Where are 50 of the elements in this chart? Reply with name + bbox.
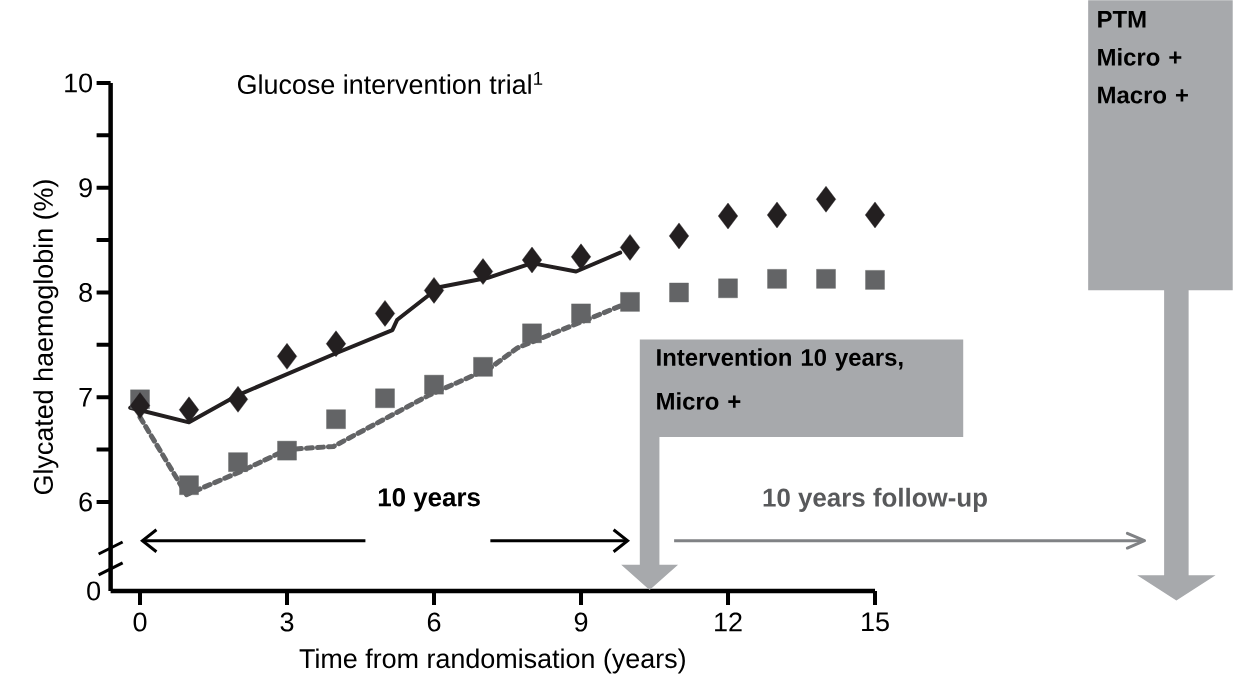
- point: [767, 201, 787, 229]
- point: [522, 246, 542, 274]
- y-tick-label: 10: [65, 73, 93, 93]
- point: [326, 330, 346, 357]
- point: [473, 258, 493, 285]
- point: [277, 440, 297, 461]
- x-tick-label: 12: [715, 612, 742, 632]
- point: [669, 282, 689, 303]
- point: [228, 452, 248, 472]
- x-axis-title: Time from randomisation (years): [299, 648, 685, 674]
- chart-title: Glucose intervention trial$^{1}$: [237, 71, 543, 95]
- point: [522, 323, 542, 344]
- point: [865, 270, 885, 290]
- y-tick-label: 7: [79, 387, 92, 407]
- y-tick-label: 8: [79, 282, 92, 302]
- y-tick-label: 6: [79, 492, 92, 512]
- annotation: 10 years follow-up: [763, 487, 987, 512]
- x-tick-label: 0: [133, 612, 147, 632]
- point: [424, 374, 444, 395]
- point: [620, 234, 640, 261]
- point: [424, 277, 444, 304]
- point: [179, 475, 199, 495]
- point: [718, 278, 738, 298]
- y-tick-label: 9: [79, 178, 92, 198]
- point: [767, 269, 787, 289]
- point: [375, 388, 395, 408]
- point: [179, 396, 199, 423]
- annotation: Intervention 10 years, Micro +: [657, 348, 903, 410]
- point: [718, 202, 738, 230]
- text: 0: [87, 581, 101, 601]
- x-tick-label: 15: [862, 612, 889, 632]
- point: [816, 269, 836, 289]
- point: [473, 357, 493, 377]
- point: [816, 186, 836, 213]
- point: [571, 303, 591, 324]
- point: [865, 201, 885, 229]
- text: PTM Micro + Macro +: [1098, 11, 1188, 104]
- point: [620, 292, 640, 312]
- point: [130, 392, 150, 419]
- x-tick-label: 3: [280, 612, 294, 632]
- point: [375, 300, 395, 327]
- x-tick-label: 6: [427, 612, 441, 632]
- point: [326, 409, 346, 429]
- x-tick-label: 9: [574, 612, 588, 632]
- annotation: 10 years: [378, 488, 480, 512]
- point: [669, 222, 689, 250]
- y-axis-title: Glycated haemoglobin (%): [33, 180, 59, 495]
- point: [277, 343, 297, 370]
- point: [571, 243, 591, 271]
- point: [228, 386, 248, 413]
